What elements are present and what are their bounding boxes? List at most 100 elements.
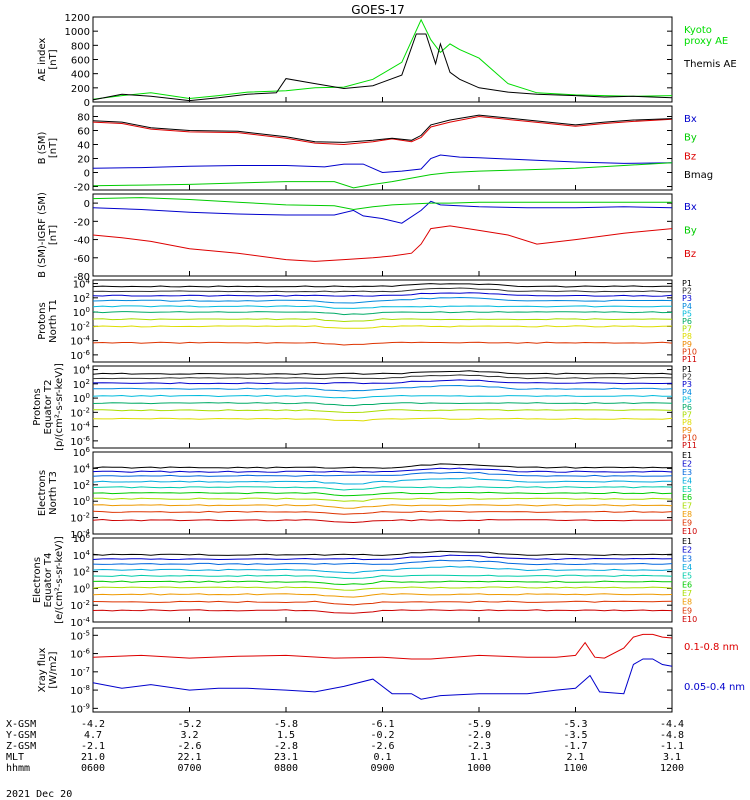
ephemeris-value: 2.1 (566, 752, 584, 763)
y-tick-label: -60 (74, 254, 90, 265)
channel-line-e6 (92, 580, 673, 586)
y-tick-label: 102 (73, 566, 90, 579)
panel-bminusigrf: -80 -60 -40 -20 0 B (SM)-IGRF (SM) [nT] Bx By Bz (37, 192, 697, 283)
ephemeris-value: -2.3 (467, 741, 491, 752)
legend-e5: E5 (682, 485, 692, 494)
y-tick-label: 10-6 (70, 349, 90, 362)
ephemeris-value: 1.1 (470, 752, 488, 763)
ephemeris-value: -6.1 (370, 719, 394, 730)
legend-e4: E4 (682, 476, 692, 485)
series-line-0-1-0-8-nm (92, 633, 673, 660)
y-tick-label: 10-2 (70, 599, 90, 612)
y-tick-label: 102 (73, 479, 90, 492)
ephemeris-value: -4.8 (660, 730, 684, 741)
channel-line-e3 (92, 559, 673, 566)
ephemeris-value: -4.4 (660, 719, 684, 730)
y-tick-label: 106 (73, 532, 91, 545)
channel-line-p5 (92, 394, 673, 399)
y-tick-label: 60 (77, 127, 90, 138)
ephemeris-value: 22.1 (177, 752, 201, 763)
y-tick-label: -20 (74, 183, 90, 194)
legend-p11: P11 (682, 355, 697, 364)
y-axis-label: [nT] (48, 49, 59, 69)
ephemeris-value: 0700 (177, 763, 201, 774)
legend-e1: E1 (682, 451, 692, 460)
channel-line-e6 (92, 491, 673, 497)
legend-bmag: Bmag (684, 170, 713, 181)
channel-line-e4 (92, 565, 673, 574)
ephemeris-value: 0800 (274, 763, 298, 774)
ephemeris-value: 4.7 (84, 730, 102, 741)
legend-e10: E10 (682, 615, 697, 624)
legend-e3: E3 (682, 554, 692, 563)
ephemeris-row-label: hhmm (6, 763, 30, 774)
channel-line-p5 (92, 305, 672, 309)
channel-line-e5 (92, 574, 673, 579)
panel-ae: 0 200 400 600 800 1000 1200 AE index [nT] Kyotopr… (37, 13, 737, 109)
legend-p3: P3 (682, 294, 692, 303)
ephemeris-value: -5.2 (177, 719, 201, 730)
legend-p2: P2 (682, 373, 692, 382)
channel-line-p6 (92, 402, 673, 407)
y-tick-label: 10-7 (70, 666, 90, 679)
y-tick-label: 0 (84, 169, 90, 180)
ephemeris-value: -5.8 (274, 719, 298, 730)
y-tick-label: 100 (73, 582, 90, 595)
series-line-bz (92, 225, 673, 262)
legend-p4: P4 (682, 388, 692, 397)
y-tick-label: 10-4 (70, 528, 90, 541)
legend-e9: E9 (682, 519, 692, 528)
panel-frame (92, 16, 673, 103)
y-tick-label: 10-2 (70, 512, 90, 525)
ephemeris-row-label: Z-GSM (6, 741, 36, 752)
legend-e9: E9 (682, 606, 692, 615)
ephemeris-value: -3.5 (563, 730, 587, 741)
y-axis-label: [e/(cm²-s-sr-keV)] (54, 536, 65, 624)
legend-p8: P8 (682, 332, 692, 341)
panel-electrons_t4: 10-4 10-2 100 102 104 106 Electrons Equator T4[… (32, 532, 697, 629)
ephemeris-row-label: MLT (6, 752, 24, 763)
channel-line-e3 (92, 471, 673, 477)
legend-p7: P7 (682, 325, 692, 334)
channel-line-e5 (92, 486, 673, 491)
y-axis-label: North T3 (48, 471, 59, 515)
legend-kyoto-proxy-ae: Kyoto (684, 25, 712, 36)
legend-e4: E4 (682, 563, 692, 572)
series-line-themis-ae (92, 33, 673, 102)
legend-by: By (684, 225, 697, 236)
y-tick-label: 104 (73, 278, 91, 291)
ephemeris-value: 3.2 (180, 730, 198, 741)
y-axis-label: Protons (37, 302, 48, 339)
legend-p10: P10 (682, 433, 697, 442)
y-tick-label: 10-4 (70, 421, 90, 434)
legend-p4: P4 (682, 302, 692, 311)
panel-frame (92, 537, 673, 623)
legend-e5: E5 (682, 572, 692, 581)
ephemeris-value: -1.1 (660, 741, 684, 752)
series-line-bmag (92, 114, 673, 143)
legend-p3: P3 (682, 380, 692, 389)
y-axis-label: Electrons (37, 470, 48, 516)
legend-e10: E10 (682, 527, 697, 536)
series-line-bx (92, 154, 673, 174)
y-tick-label: 1200 (65, 13, 90, 24)
ephemeris-row-label: Y-GSM (6, 730, 36, 741)
legend-p1: P1 (682, 365, 692, 374)
channel-line-p7 (92, 318, 673, 323)
y-tick-label: 600 (71, 56, 90, 67)
ephemeris-value: 0600 (81, 763, 105, 774)
legend-by: By (684, 133, 697, 144)
y-tick-label: 104 (73, 364, 91, 377)
channel-line-e10 (92, 609, 673, 614)
y-axis-label: [nT] (48, 138, 59, 158)
y-axis-label: Equator T4 (43, 553, 54, 608)
series-line-bz (92, 115, 673, 146)
legend-e6: E6 (682, 493, 692, 502)
legend-e7: E7 (682, 589, 692, 598)
panel-frame (92, 105, 673, 191)
ephemeris-row-label: X-GSM (6, 719, 36, 730)
legend-e1: E1 (682, 537, 692, 546)
y-tick-label: 200 (71, 84, 90, 95)
